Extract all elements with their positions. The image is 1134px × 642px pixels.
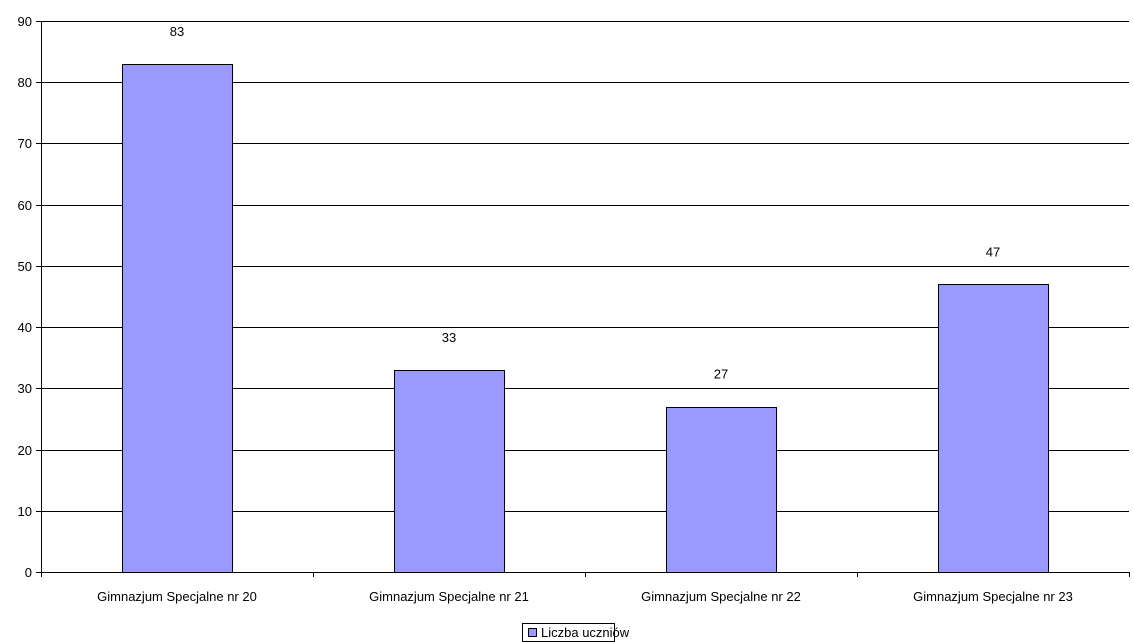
data-label: 33 [442,330,456,345]
bars [122,64,1049,573]
data-label: 47 [986,244,1000,259]
y-axis-ticks: 0 10 20 30 40 50 60 70 80 90 [18,14,41,580]
bar [122,64,233,573]
y-tick-label: 90 [18,14,32,29]
y-tick-label: 80 [18,75,32,90]
bar [666,407,777,573]
data-label: 27 [714,367,728,382]
axes [41,21,1130,577]
y-tick-label: 60 [18,198,32,213]
y-tick-label: 20 [18,443,32,458]
data-labels: 83 33 27 47 [170,24,1000,382]
x-tick-label: Gimnazjum Specjalne nr 20 [97,589,257,604]
data-label: 83 [170,24,184,39]
y-tick-label: 40 [18,320,32,335]
y-tick-label: 30 [18,381,32,396]
x-axis-labels: Gimnazjum Specjalne nr 20 Gimnazjum Specj… [97,589,1073,604]
y-tick-label: 70 [18,136,32,151]
x-tick-label: Gimnazjum Specjalne nr 23 [913,589,1073,604]
legend-swatch [528,628,537,637]
y-tick-label: 10 [18,504,32,519]
y-tick-label: 0 [25,565,32,580]
x-tick-label: Gimnazjum Specjalne nr 21 [369,589,529,604]
legend: Liczba uczniów [522,623,630,642]
bar [938,284,1049,573]
bar [394,370,505,573]
x-tick-label: Gimnazjum Specjalne nr 22 [641,589,801,604]
y-tick-label: 50 [18,259,32,274]
legend-label: Liczba uczniów [541,625,630,640]
